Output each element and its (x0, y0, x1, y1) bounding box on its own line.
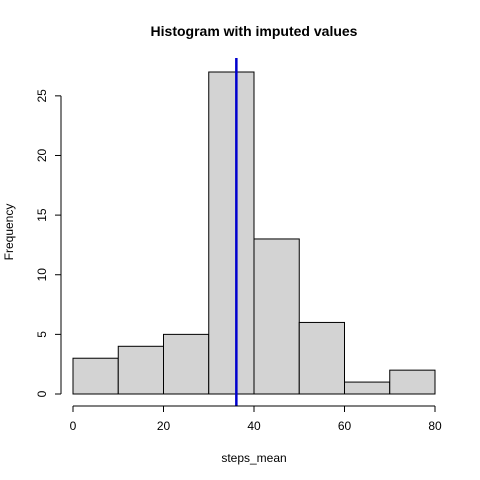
histogram-bar (298, 321, 345, 395)
bars-group (72, 71, 436, 395)
histogram-bar (117, 345, 164, 395)
y-tick-label: 25 (35, 89, 49, 103)
y-tick-label: 15 (35, 208, 49, 222)
y-axis: 0 5 10 15 20 25 (35, 89, 62, 397)
histogram-bar (208, 71, 255, 395)
histogram-bar (72, 357, 119, 395)
y-axis-label: Frequency (2, 204, 16, 261)
histogram-bar (389, 369, 436, 395)
histogram-bar (163, 333, 210, 395)
histogram-bar (253, 238, 300, 395)
y-tick-label: 0 (35, 390, 49, 397)
x-tick-label: 0 (70, 419, 77, 433)
x-tick-label: 80 (428, 419, 442, 433)
x-axis-label: steps_mean (221, 451, 286, 465)
chart-title: Histogram with imputed values (151, 23, 358, 39)
x-axis: 0 20 40 60 80 (70, 405, 442, 433)
y-tick-label: 20 (35, 148, 49, 162)
histogram-bar (344, 381, 391, 395)
y-tick-label: 5 (35, 331, 49, 338)
x-tick-label: 60 (338, 419, 352, 433)
x-tick-label: 40 (247, 419, 261, 433)
y-tick-label: 10 (35, 268, 49, 282)
x-tick-label: 20 (157, 419, 171, 433)
